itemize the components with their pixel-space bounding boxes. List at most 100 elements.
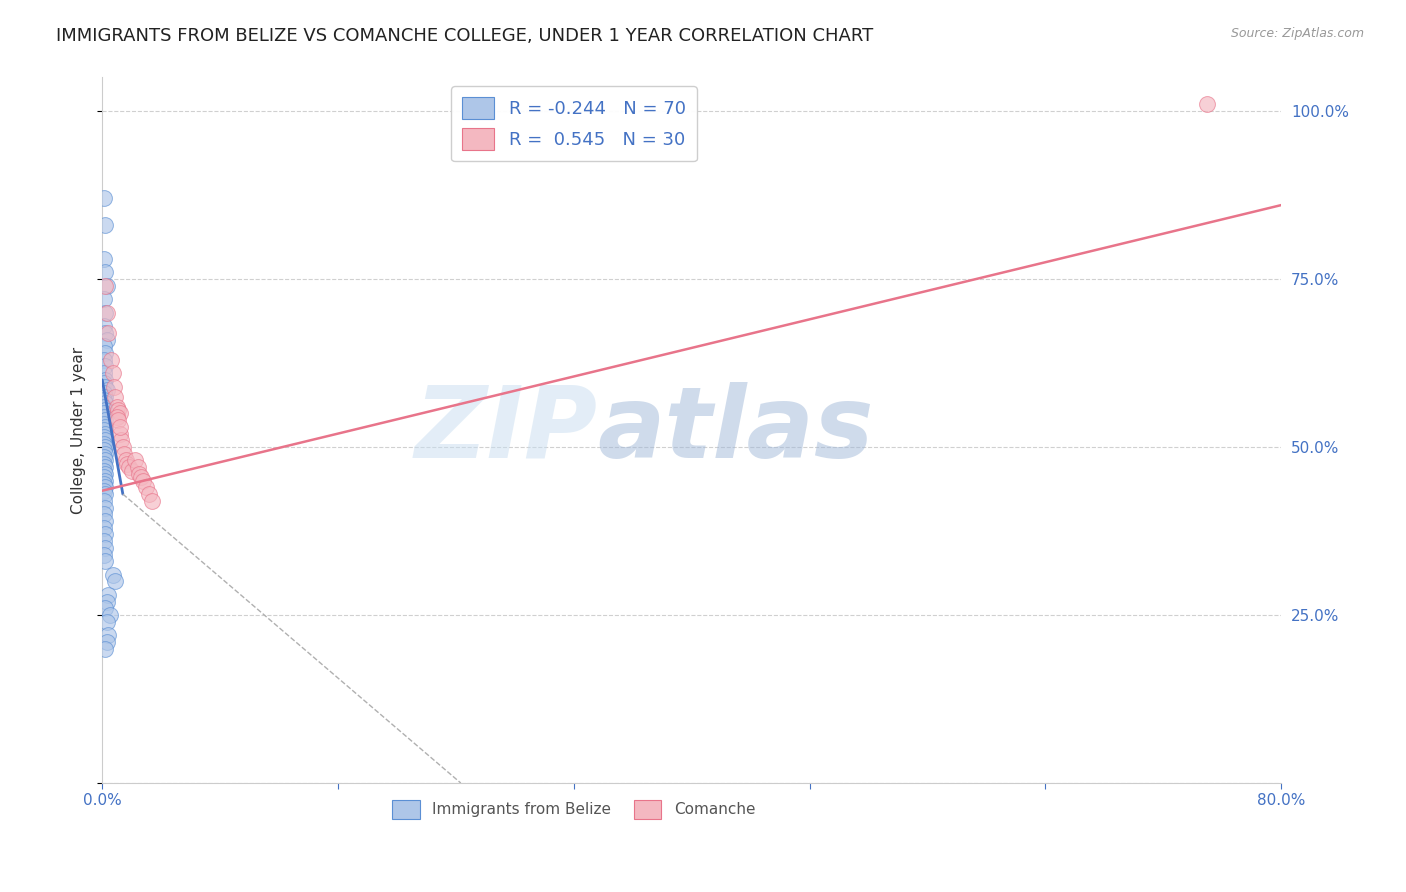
Point: [93, 366, 115, 380]
Point: [111, 440, 134, 454]
Point: [100, 352, 122, 367]
Point: [96, 278, 118, 293]
Point: [141, 493, 163, 508]
Point: [108, 426, 131, 441]
Point: [101, 366, 124, 380]
Point: [94, 396, 117, 410]
Point: [110, 434, 132, 448]
Point: [94, 326, 117, 340]
Point: [127, 460, 149, 475]
Y-axis label: College, Under 1 year: College, Under 1 year: [72, 347, 86, 514]
Point: [96, 594, 118, 608]
Point: [132, 474, 155, 488]
Point: [93, 417, 115, 431]
Point: [94, 379, 117, 393]
Point: [104, 390, 127, 404]
Point: [129, 470, 152, 484]
Point: [93, 406, 115, 420]
Point: [93, 409, 115, 424]
Point: [94, 514, 117, 528]
Point: [94, 554, 117, 568]
Point: [93, 386, 115, 401]
Point: [94, 390, 117, 404]
Point: [97, 628, 120, 642]
Point: [96, 305, 118, 319]
Point: [138, 487, 160, 501]
Point: [94, 434, 117, 448]
Point: [93, 430, 115, 444]
Point: [105, 409, 128, 424]
Point: [94, 641, 117, 656]
Point: [93, 292, 115, 306]
Point: [93, 352, 115, 367]
Point: [94, 467, 117, 481]
Point: [108, 406, 131, 420]
Point: [98, 608, 121, 623]
Point: [94, 500, 117, 515]
Point: [94, 413, 117, 427]
Point: [94, 480, 117, 494]
Point: [93, 508, 115, 522]
Point: [112, 447, 135, 461]
Point: [93, 376, 115, 391]
Point: [94, 420, 117, 434]
Point: [96, 615, 118, 629]
Point: [93, 443, 115, 458]
Point: [124, 453, 146, 467]
Point: [117, 457, 139, 471]
Point: [104, 574, 127, 589]
Point: [105, 400, 128, 414]
Point: [94, 601, 117, 615]
Point: [118, 460, 141, 475]
Point: [94, 527, 117, 541]
Point: [93, 493, 115, 508]
Point: [101, 567, 124, 582]
Point: [93, 400, 115, 414]
Legend: Immigrants from Belize, Comanche: Immigrants from Belize, Comanche: [387, 794, 761, 825]
Text: atlas: atlas: [598, 382, 875, 479]
Point: [94, 305, 117, 319]
Text: IMMIGRANTS FROM BELIZE VS COMANCHE COLLEGE, UNDER 1 YEAR CORRELATION CHART: IMMIGRANTS FROM BELIZE VS COMANCHE COLLE…: [56, 27, 873, 45]
Point: [107, 403, 129, 417]
Point: [94, 474, 117, 488]
Point: [107, 413, 129, 427]
Point: [93, 470, 115, 484]
Point: [103, 379, 125, 393]
Point: [93, 392, 115, 407]
Point: [97, 588, 120, 602]
Point: [94, 219, 117, 233]
Point: [121, 464, 143, 478]
Point: [96, 383, 118, 397]
Point: [96, 635, 118, 649]
Point: [94, 487, 117, 501]
Point: [93, 191, 115, 205]
Point: [93, 464, 115, 478]
Point: [93, 521, 115, 535]
Point: [93, 548, 115, 562]
Point: [94, 359, 117, 374]
Point: [94, 265, 117, 279]
Point: [96, 333, 118, 347]
Point: [97, 326, 120, 340]
Text: Source: ZipAtlas.com: Source: ZipAtlas.com: [1230, 27, 1364, 40]
Point: [93, 436, 115, 450]
Point: [94, 278, 117, 293]
Point: [94, 426, 117, 441]
Point: [93, 423, 115, 437]
Text: ZIP: ZIP: [415, 382, 598, 479]
Point: [135, 480, 157, 494]
Point: [94, 346, 117, 360]
Point: [94, 453, 117, 467]
Point: [94, 541, 117, 555]
Point: [128, 467, 150, 481]
Point: [93, 339, 115, 353]
Point: [93, 483, 115, 498]
Point: [94, 460, 117, 475]
Point: [94, 403, 117, 417]
Point: [94, 447, 117, 461]
Point: [93, 534, 115, 549]
Point: [108, 420, 131, 434]
Point: [93, 319, 115, 334]
Point: [1197, 97, 1219, 112]
Point: [94, 440, 117, 454]
